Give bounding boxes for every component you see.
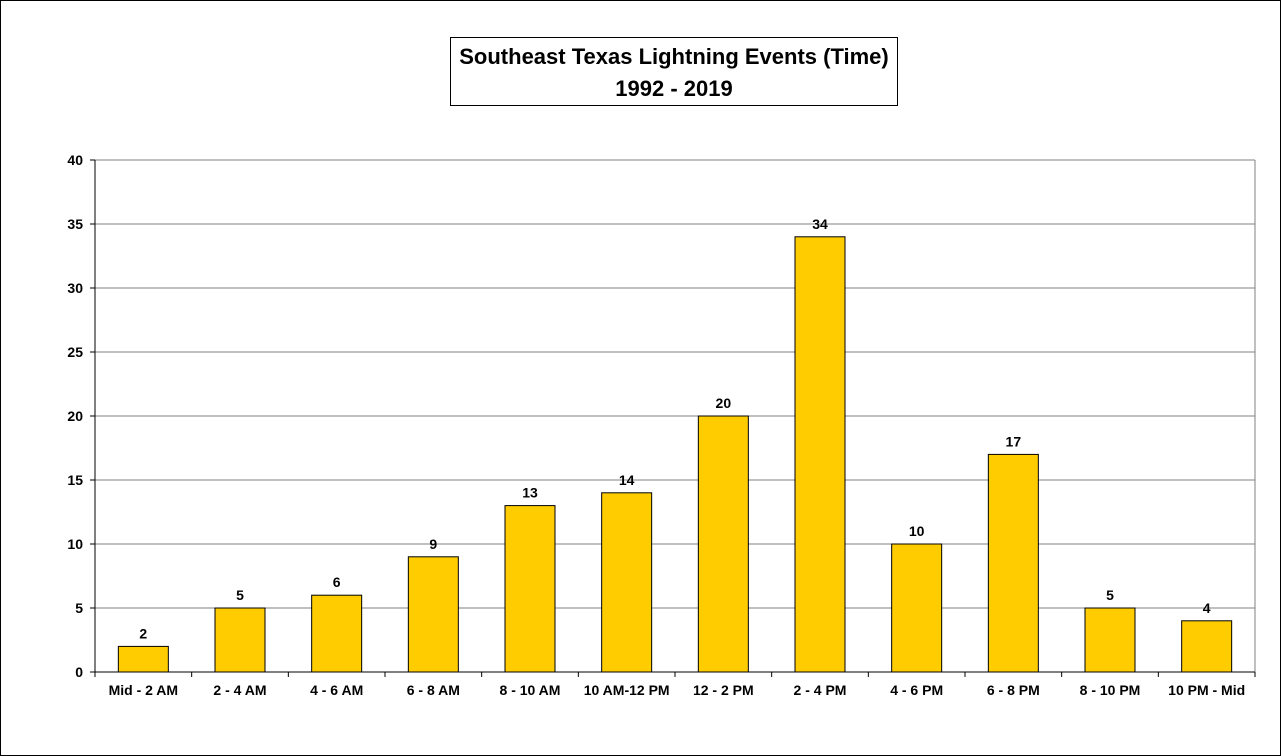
data-label: 9	[429, 536, 437, 552]
x-tick-label: Mid - 2 AM	[109, 682, 178, 698]
data-label: 17	[1006, 433, 1022, 449]
bar	[504, 505, 556, 673]
chart-subtitle: 1992 - 2019	[615, 76, 733, 101]
data-label: 6	[333, 574, 341, 590]
grid-lines	[95, 159, 1255, 609]
data-label: 14	[619, 472, 635, 488]
bar	[311, 594, 363, 673]
data-label: 5	[236, 587, 244, 603]
chart-title-box: Southeast Texas Lightning Events (Time) …	[450, 37, 898, 106]
bar	[407, 556, 459, 673]
data-label: 13	[522, 485, 538, 501]
data-labels: 2 5 6 9 13 14 20 34 10 17 5 4	[139, 216, 1210, 642]
x-tick-label: 12 - 2 PM	[693, 682, 754, 698]
y-tick-label: 30	[67, 280, 83, 296]
x-tick-label: 4 - 6 AM	[310, 682, 363, 698]
data-label: 5	[1106, 587, 1114, 603]
data-label: 20	[716, 395, 732, 411]
y-tick-label: 40	[67, 152, 83, 168]
bar	[214, 607, 266, 673]
y-tick-label: 15	[67, 472, 83, 488]
y-tick-label: 0	[75, 664, 83, 680]
bar	[987, 453, 1039, 673]
bar	[601, 492, 653, 673]
bar	[1181, 620, 1233, 673]
axes	[90, 159, 1256, 677]
y-tick-label: 25	[67, 344, 83, 360]
bar	[697, 415, 749, 673]
data-label: 4	[1203, 600, 1211, 616]
x-tick-label: 2 - 4 PM	[794, 682, 847, 698]
data-label: 34	[812, 216, 828, 232]
bar	[117, 645, 169, 673]
x-tick-label: 8 - 10 AM	[500, 682, 561, 698]
y-tick-label: 35	[67, 216, 83, 232]
x-tick-label: 6 - 8 PM	[987, 682, 1040, 698]
y-tick-label: 10	[67, 536, 83, 552]
y-tick-label: 20	[67, 408, 83, 424]
bars	[117, 236, 1233, 673]
x-tick-label: 8 - 10 PM	[1080, 682, 1141, 698]
data-label: 10	[909, 523, 925, 539]
x-tick-label: 6 - 8 AM	[407, 682, 460, 698]
bar	[1084, 607, 1136, 673]
x-tick-labels: Mid - 2 AM 2 - 4 AM 4 - 6 AM 6 - 8 AM 8 - 10…	[109, 682, 1246, 698]
x-tick-label: 2 - 4 AM	[213, 682, 266, 698]
bar	[891, 543, 943, 673]
x-tick-label: 10 PM - Mid	[1168, 682, 1245, 698]
x-tick-label: 10 AM-12 PM	[584, 682, 670, 698]
data-label: 2	[139, 625, 147, 641]
bar	[794, 236, 846, 673]
x-tick-label: 4 - 6 PM	[890, 682, 943, 698]
y-tick-label: 5	[75, 600, 83, 616]
y-tick-labels: 0 5 10 15 20 25 30 35 40	[67, 152, 83, 680]
chart-title: Southeast Texas Lightning Events (Time)	[459, 44, 889, 69]
